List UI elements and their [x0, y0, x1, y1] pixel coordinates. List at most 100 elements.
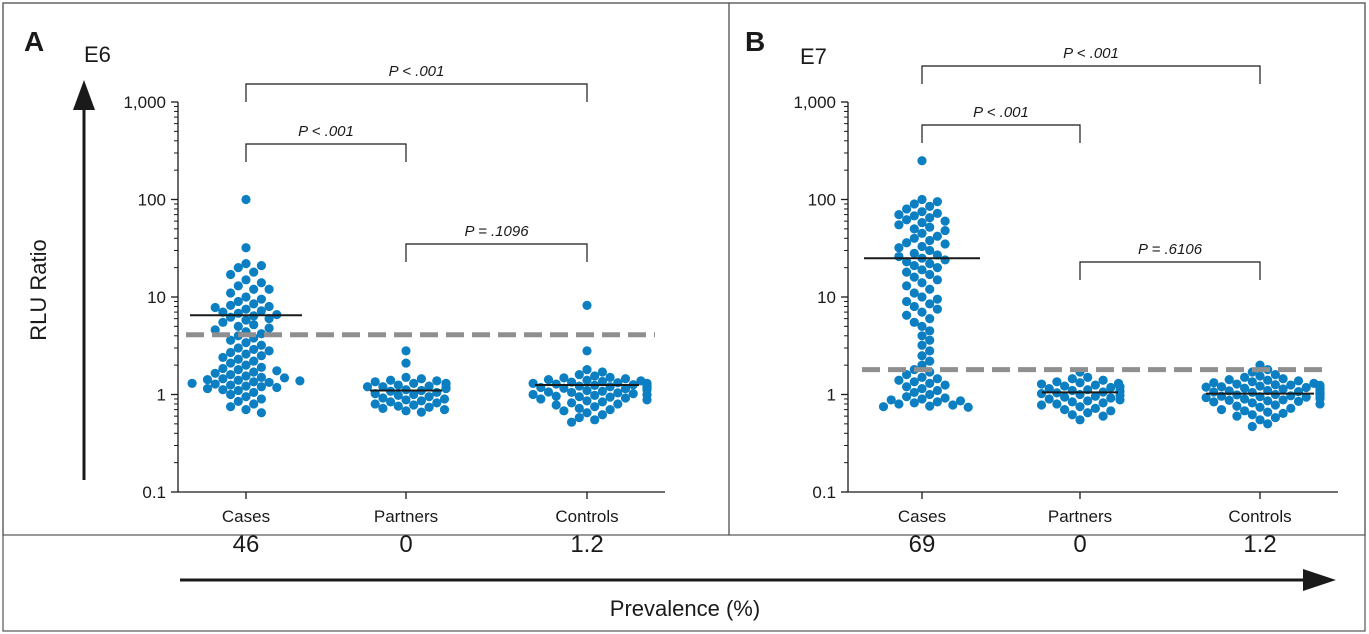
- data-point: [917, 321, 927, 331]
- data-point: [590, 390, 600, 400]
- data-point: [1067, 397, 1077, 407]
- data-point: [590, 402, 600, 412]
- data-point: [902, 310, 912, 320]
- data-point: [241, 243, 251, 253]
- data-point: [917, 372, 927, 382]
- data-point: [256, 382, 266, 392]
- panel-a-plot: 1,000 100 10 1 0.1 Cases 46 Partners 0 Controls 1.…: [123, 63, 665, 558]
- data-point: [1247, 398, 1257, 408]
- data-point: [1255, 381, 1265, 391]
- data-point: [241, 292, 251, 302]
- x-axis-arrow-head: [1303, 569, 1336, 591]
- data-point: [1098, 398, 1108, 408]
- data-point: [202, 383, 213, 394]
- data-point: [226, 347, 236, 358]
- data-point: [1067, 374, 1077, 384]
- data-point: [582, 365, 592, 375]
- data-point: [249, 356, 259, 366]
- data-point: [1278, 374, 1288, 384]
- data-point: [241, 275, 251, 285]
- data-point: [210, 302, 220, 313]
- data-point: [878, 402, 889, 412]
- data-point: [1232, 411, 1242, 421]
- data-point: [264, 314, 274, 324]
- x-axis-title: Prevalence (%): [610, 596, 760, 621]
- data-point: [1075, 415, 1085, 425]
- data-point: [233, 354, 243, 364]
- data-point: [1090, 380, 1100, 390]
- data-point: [940, 225, 950, 236]
- data-point: [1247, 387, 1257, 398]
- data-point: [909, 260, 919, 271]
- data-point: [1106, 382, 1116, 393]
- data-point: [241, 259, 251, 269]
- data-point: [948, 400, 958, 410]
- y-tick-label: 1: [827, 386, 836, 405]
- data-point: [1240, 372, 1250, 382]
- data-point: [917, 307, 927, 317]
- significance-bracket: [405, 243, 588, 262]
- data-point: [536, 394, 546, 404]
- data-point: [932, 397, 943, 407]
- data-point: [233, 343, 243, 353]
- data-point: [902, 296, 912, 307]
- data-point: [233, 365, 243, 375]
- data-point: [917, 394, 927, 404]
- data-point: [272, 366, 282, 376]
- data-point: [909, 377, 919, 387]
- data-point: [613, 399, 623, 409]
- data-point: [1209, 397, 1219, 407]
- data-point: [940, 393, 950, 403]
- data-point: [256, 394, 266, 404]
- data-point: [567, 387, 577, 398]
- p-value-label: P < .001: [298, 123, 354, 140]
- data-point: [1301, 382, 1311, 393]
- data-point: [917, 265, 927, 275]
- y-tick-label: 1,000: [793, 93, 836, 112]
- data-point: [620, 393, 631, 403]
- data-point: [1098, 375, 1108, 385]
- data-point: [256, 294, 266, 304]
- data-point: [909, 387, 919, 398]
- data-point: [256, 278, 266, 288]
- data-point: [917, 241, 927, 252]
- significance-bracket: [245, 143, 407, 162]
- data-point: [393, 380, 403, 390]
- data-point: [264, 323, 274, 333]
- data-point: [218, 352, 228, 363]
- data-point: [925, 335, 935, 345]
- data-point: [917, 340, 927, 350]
- data-point: [233, 321, 243, 331]
- data-point: [256, 362, 266, 372]
- data-point: [886, 395, 896, 405]
- data-point: [1036, 400, 1047, 410]
- data-point: [1293, 396, 1304, 406]
- data-point: [441, 383, 451, 394]
- data-point: [1232, 390, 1242, 400]
- data-point: [1036, 389, 1047, 399]
- data-point: [249, 344, 259, 355]
- p-value-label: P < .001: [973, 104, 1029, 121]
- data-point: [605, 382, 615, 392]
- data-point: [917, 278, 927, 288]
- data-point: [902, 369, 912, 380]
- data-point: [1060, 392, 1070, 402]
- data-point: [902, 238, 912, 248]
- data-point: [917, 207, 927, 217]
- data-point: [628, 389, 638, 399]
- data-point: [894, 210, 904, 220]
- data-point: [955, 396, 966, 406]
- data-point: [551, 379, 561, 389]
- data-point: [940, 216, 950, 226]
- data-point: [1052, 377, 1062, 387]
- prevalence-value: 0: [1073, 531, 1086, 558]
- data-point: [902, 215, 912, 225]
- data-point: [210, 368, 220, 378]
- data-point: [439, 405, 450, 415]
- data-point: [620, 374, 631, 384]
- data-point: [241, 315, 251, 325]
- data-point: [393, 401, 403, 411]
- data-point: [1060, 405, 1070, 415]
- data-point: [1090, 391, 1100, 401]
